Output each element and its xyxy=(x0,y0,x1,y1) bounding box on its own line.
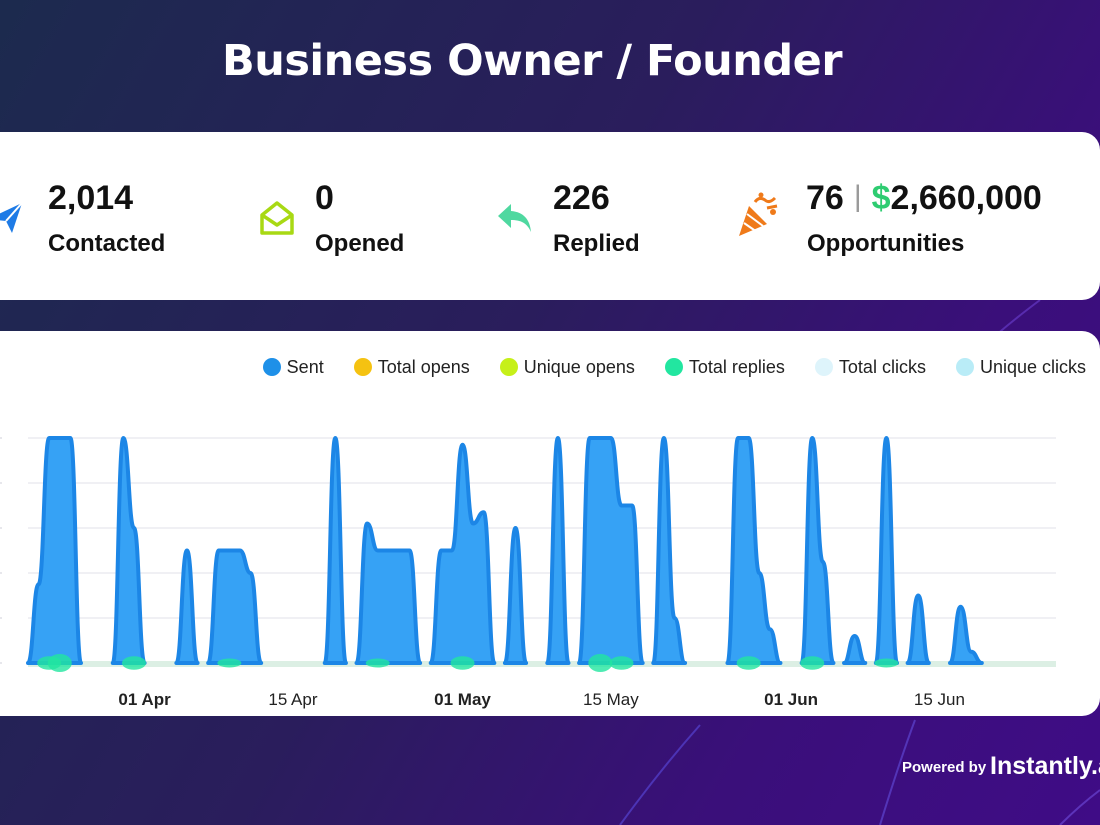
open-envelope-icon xyxy=(260,201,294,235)
x-tick-label: 01 Apr xyxy=(118,690,171,709)
chart-legend: Sent Total opens Unique opens Total replies… xyxy=(262,355,1086,379)
x-tick-label: 15 May xyxy=(583,690,639,709)
x-tick-label: 15 Apr xyxy=(268,690,317,709)
value-separator: | xyxy=(853,180,862,213)
replies-point xyxy=(609,656,634,670)
opportunities-amount: 2,660,000 xyxy=(890,179,1042,217)
legend-swatch xyxy=(814,358,833,376)
sent-area xyxy=(651,436,688,665)
sent-area xyxy=(26,436,83,665)
legend-swatch xyxy=(664,358,683,376)
legend-item-sent[interactable]: Sent xyxy=(262,356,324,378)
sent-area xyxy=(428,442,497,665)
activity-chart: 01 Apr 15 Apr 01 May 15 May 01 Jun 15 Jun xyxy=(0,436,1056,709)
opportunities-count: 76 xyxy=(806,179,844,217)
legend-item-unique-opens[interactable]: Unique opens xyxy=(499,356,635,378)
opportunities-label: Opportunities xyxy=(807,230,965,257)
sent-area xyxy=(948,604,984,665)
replied-label: Replied xyxy=(553,230,640,257)
sent-area xyxy=(577,436,645,665)
sent-area xyxy=(905,593,931,665)
sent-area xyxy=(354,521,423,665)
legend-item-unique-clicks[interactable]: Unique clicks xyxy=(955,356,1086,378)
legend-swatch xyxy=(262,358,281,376)
replies-point xyxy=(450,656,475,670)
sent-area xyxy=(322,436,348,665)
replies-point xyxy=(217,658,242,668)
legend-label: Total opens xyxy=(377,356,470,377)
party-popper-icon xyxy=(739,192,778,236)
replies-point xyxy=(365,658,390,668)
replies-point xyxy=(874,658,899,668)
legend-label: Total clicks xyxy=(838,356,926,377)
legend-swatch xyxy=(353,358,372,376)
footer-branding: Powered by Instantly.ai xyxy=(900,750,1100,786)
x-tick-label: 01 May xyxy=(434,690,491,709)
replies-point xyxy=(736,656,761,670)
legend-label: Sent xyxy=(286,356,324,377)
legend-item-total-replies[interactable]: Total replies xyxy=(664,356,785,378)
page-title: Business Owner / Founder xyxy=(221,36,843,86)
sent-area xyxy=(725,436,783,665)
replies-point xyxy=(47,654,72,672)
opened-value: 0 xyxy=(315,179,334,217)
sent-area xyxy=(174,548,200,665)
sent-area xyxy=(545,436,571,665)
replies-point xyxy=(121,656,146,670)
legend-label: Total replies xyxy=(688,356,785,377)
replies-point xyxy=(588,654,613,672)
currency-symbol: $ xyxy=(871,179,891,217)
sent-area xyxy=(799,436,836,665)
reply-arrow-icon xyxy=(498,204,531,232)
sent-area xyxy=(206,548,264,665)
legend-item-total-opens[interactable]: Total opens xyxy=(353,356,470,378)
legend-swatch xyxy=(499,358,518,376)
sent-area xyxy=(842,634,868,665)
sent-area xyxy=(502,526,529,665)
baseline-band xyxy=(28,661,1056,667)
x-tick-label: 15 Jun xyxy=(914,690,965,709)
legend-label: Unique clicks xyxy=(979,356,1086,377)
opportunities-value: 76 | $2,660,000 xyxy=(806,179,1042,218)
legend-swatch xyxy=(955,358,974,376)
contacted-label: Contacted xyxy=(48,230,166,257)
replies-point xyxy=(800,656,825,670)
sent-area xyxy=(110,436,147,665)
sent-area xyxy=(873,436,900,665)
contacted-value: 2,014 xyxy=(48,179,134,217)
paper-plane-icon xyxy=(0,202,23,233)
powered-by-text: Powered by xyxy=(902,759,987,776)
legend-label: Unique opens xyxy=(523,356,635,377)
opened-label: Opened xyxy=(315,230,405,257)
replied-value: 226 xyxy=(553,179,610,217)
brand-logo-text: Instantly.ai xyxy=(990,752,1100,780)
legend-item-total-clicks[interactable]: Total clicks xyxy=(814,356,926,378)
chart-card: Sent Total opens Unique opens Total replies… xyxy=(0,331,1100,716)
stats-card: 2,014 Contacted 0 Opened 226 Replied 76 |… xyxy=(0,132,1100,300)
x-tick-label: 01 Jun xyxy=(764,690,818,709)
